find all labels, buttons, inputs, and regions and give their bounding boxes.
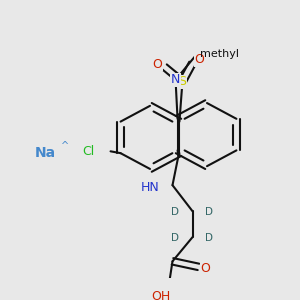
Text: O: O bbox=[152, 58, 162, 70]
Text: Na: Na bbox=[35, 146, 56, 160]
Text: HN: HN bbox=[141, 181, 160, 194]
Text: O: O bbox=[194, 53, 204, 66]
Text: ^: ^ bbox=[61, 141, 69, 151]
Text: D: D bbox=[172, 233, 179, 243]
Text: O: O bbox=[201, 262, 210, 275]
Text: OH: OH bbox=[151, 290, 170, 300]
Text: N: N bbox=[171, 73, 180, 86]
Text: Cl: Cl bbox=[82, 145, 95, 158]
Text: S: S bbox=[178, 75, 186, 88]
Text: D: D bbox=[206, 233, 214, 243]
Text: D: D bbox=[206, 207, 214, 217]
Text: D: D bbox=[172, 207, 179, 217]
Text: methyl: methyl bbox=[200, 49, 238, 59]
